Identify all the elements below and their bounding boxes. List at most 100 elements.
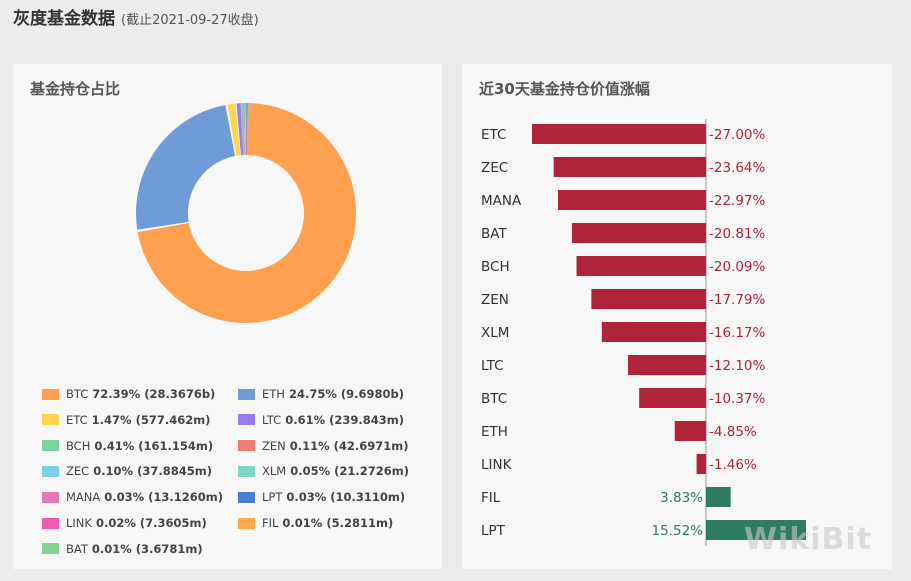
page-header: 灰度基金数据 (截止2021-09-27收盘): [13, 4, 259, 29]
donut-slice-bch[interactable]: [240, 103, 245, 156]
bar-lpt[interactable]: [706, 520, 807, 540]
legend-percent: 24.75%: [288, 387, 337, 401]
price-change-bar-chart: ETC -27.00% ZEC -23.64% MANA -22.97% BAT -20.81…: [481, 119, 807, 546]
legend-item-zen[interactable]: ZEN 0.11% (42.6971m): [238, 439, 409, 453]
legend-percent: 0.41%: [94, 438, 135, 453]
donut-slice-lpt[interactable]: [246, 103, 247, 156]
legend-swatch: [42, 517, 59, 529]
price-change-panel: 近30天基金持仓价值涨幅 ETC -27.00% ZEC -23.64% MANA -22…: [462, 64, 892, 569]
bar-etc[interactable]: [532, 124, 706, 144]
legend-symbol: MANA: [66, 490, 101, 505]
legend-percent: 72.39%: [92, 387, 141, 401]
value-label-eth: -4.85%: [709, 424, 757, 440]
bar-bch[interactable]: [576, 256, 706, 276]
legend-amount: (577.462m): [135, 412, 211, 427]
legend-item-xlm[interactable]: XLM 0.05% (21.2726m): [238, 464, 409, 478]
legend-percent: 1.47%: [91, 412, 132, 427]
legend-item-eth[interactable]: ETH 24.75% (9.6980b): [238, 387, 404, 401]
donut-slice-eth[interactable]: [136, 104, 236, 230]
page-title: 灰度基金数据: [13, 9, 115, 29]
legend-item-bch[interactable]: BCH 0.41% (161.154m): [42, 439, 213, 453]
donut-slice-fil[interactable]: [246, 103, 249, 156]
category-label-mana: MANA: [481, 193, 522, 209]
legend-percent: 0.11%: [289, 438, 330, 453]
value-label-lpt: 15.52%: [652, 523, 704, 539]
category-label-bch: BCH: [481, 259, 510, 275]
legend-symbol: ZEN: [262, 438, 286, 453]
donut-slice-xlm[interactable]: [244, 103, 246, 156]
bar-bat[interactable]: [571, 223, 706, 243]
category-label-bat: BAT: [481, 226, 507, 242]
bar-zen[interactable]: [591, 289, 706, 309]
legend-swatch: [238, 517, 255, 529]
legend-item-fil[interactable]: FIL 0.01% (5.2811m): [238, 516, 393, 530]
legend-symbol: BAT: [66, 541, 88, 556]
legend-symbol: ETC: [66, 412, 88, 427]
legend-percent: 0.61%: [285, 412, 326, 427]
bar-eth[interactable]: [674, 421, 706, 441]
legend-symbol: ZEC: [66, 464, 90, 479]
legend-item-etc[interactable]: ETC 1.47% (577.462m): [42, 413, 210, 427]
donut-slice-zen[interactable]: [243, 103, 246, 156]
legend-percent: 0.03%: [104, 490, 145, 505]
value-label-bch: -20.09%: [709, 259, 766, 275]
legend-amount: (21.2726m): [334, 464, 409, 479]
legend-item-btc[interactable]: BTC 72.39% (28.3676b): [42, 387, 215, 401]
legend-item-link[interactable]: LINK 0.02% (7.3605m): [42, 516, 207, 530]
legend-item-bat[interactable]: BAT 0.01% (3.6781m): [42, 542, 203, 556]
donut-slice-ltc[interactable]: [236, 103, 244, 156]
legend-symbol: ETH: [262, 387, 285, 401]
holdings-donut-chart: [136, 102, 356, 323]
value-label-etc: -27.00%: [709, 127, 766, 143]
watermark-logo: WikiBit: [743, 522, 872, 557]
category-label-link: LINK: [481, 457, 513, 473]
legend-symbol: LINK: [66, 516, 92, 530]
legend-item-lpt[interactable]: LPT 0.03% (10.3110m): [238, 490, 405, 504]
legend-percent: 0.05%: [290, 464, 331, 479]
legend-amount: (9.6980b): [340, 387, 404, 401]
legend-amount: (5.2811m): [326, 516, 394, 530]
legend-swatch: [42, 543, 59, 555]
donut-slice-link[interactable]: [246, 103, 248, 156]
bar-fil[interactable]: [706, 487, 731, 507]
bar-btc[interactable]: [639, 388, 706, 408]
bar-ltc[interactable]: [628, 355, 706, 375]
legend-percent: 0.10%: [93, 464, 134, 479]
legend-amount: (37.8845m): [137, 464, 212, 479]
legend-swatch: [42, 388, 59, 400]
legend-symbol: LTC: [262, 412, 282, 427]
legend-swatch: [238, 465, 255, 477]
price-change-title: 近30天基金持仓价值涨幅: [479, 80, 650, 98]
category-label-lpt: LPT: [481, 523, 506, 539]
value-label-zen: -17.79%: [709, 292, 766, 308]
legend-item-zec[interactable]: ZEC 0.10% (37.8845m): [42, 464, 212, 478]
legend-item-ltc[interactable]: LTC 0.61% (239.843m): [238, 413, 404, 427]
legend-swatch: [238, 491, 255, 503]
legend-symbol: LPT: [262, 490, 283, 505]
bar-xlm[interactable]: [601, 322, 706, 342]
value-label-bat: -20.81%: [709, 226, 766, 242]
category-label-zen: ZEN: [481, 292, 509, 308]
bar-mana[interactable]: [557, 190, 706, 210]
donut-slice-mana[interactable]: [245, 102, 247, 156]
value-label-zec: -23.64%: [709, 160, 766, 176]
legend-swatch: [238, 414, 255, 426]
donut-slice-zec[interactable]: [244, 103, 246, 156]
bar-zec[interactable]: [553, 157, 706, 177]
donut-slice-bat[interactable]: [247, 103, 249, 156]
legend-swatch: [42, 491, 59, 503]
legend-percent: 0.01%: [282, 516, 323, 530]
legend-swatch: [238, 440, 255, 452]
value-label-mana: -22.97%: [709, 193, 766, 209]
category-label-zec: ZEC: [481, 160, 508, 176]
bar-link[interactable]: [696, 454, 706, 474]
category-label-xlm: XLM: [481, 325, 509, 341]
holdings-share-panel: 基金持仓占比 BTC 72.39% (28.3676b) ETH 24.75% (9.69…: [13, 64, 442, 569]
legend-amount: (7.3605m): [139, 516, 207, 530]
donut-slice-btc[interactable]: [137, 103, 356, 323]
legend-percent: 0.01%: [91, 541, 132, 556]
value-label-ltc: -12.10%: [709, 358, 766, 374]
value-label-fil: 3.83%: [660, 490, 703, 506]
donut-slice-etc[interactable]: [227, 103, 241, 156]
legend-item-mana[interactable]: MANA 0.03% (13.1260m): [42, 490, 223, 504]
